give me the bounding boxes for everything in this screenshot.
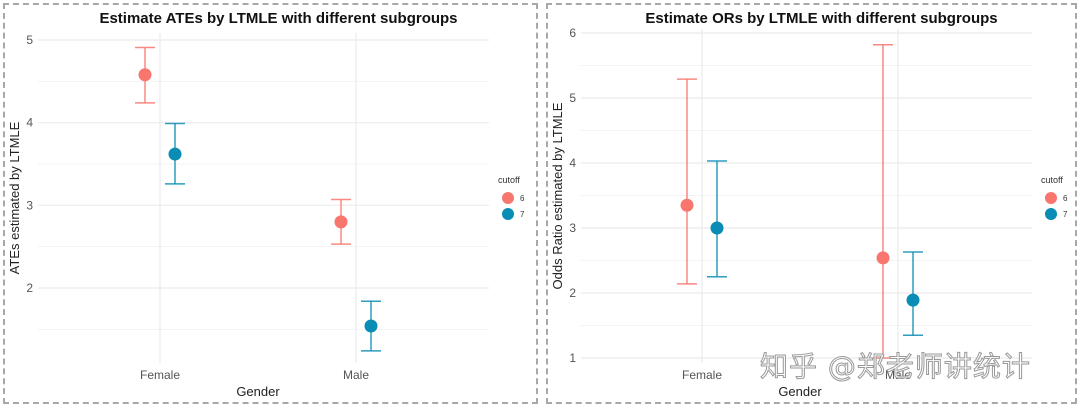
or-chart-panel: Estimate ORs by LTMLE with different sub… [546, 3, 1077, 404]
x-tick-label: Female [140, 368, 180, 382]
data-point [364, 319, 378, 333]
y-axis-label: ATEs estimated by LTMLE [7, 121, 22, 274]
y-tick-label: 1 [569, 351, 576, 365]
legend-key [1045, 208, 1057, 220]
y-tick-label: 3 [569, 221, 576, 235]
y-tick-label: 2 [26, 281, 33, 295]
watermark: 知乎 @郑老师讲统计 [760, 350, 1031, 384]
ate-chart-panel: Estimate ATEs by LTMLE with different su… [3, 3, 538, 404]
data-point [710, 221, 724, 235]
y-tick-label: 4 [26, 116, 33, 130]
or-chart: Estimate ORs by LTMLE with different sub… [550, 10, 1068, 399]
data-point [876, 251, 890, 265]
x-axis-label: Gender [236, 384, 280, 399]
x-tick-label: Male [885, 368, 911, 382]
legend-label: 6 [520, 194, 525, 203]
x-tick-label: Female [682, 368, 722, 382]
legend-label: 7 [520, 210, 525, 219]
chart-title: Estimate ORs by LTMLE with different sub… [645, 10, 997, 27]
data-point [138, 68, 152, 82]
data-point [334, 215, 348, 229]
data-point [680, 198, 694, 212]
legend-key [502, 208, 514, 220]
x-axis-label: Gender [778, 384, 822, 399]
legend-label: 7 [1063, 210, 1068, 219]
legend-key [1045, 192, 1057, 204]
chart-title: Estimate ATEs by LTMLE with different su… [99, 10, 457, 27]
y-tick-label: 5 [26, 33, 33, 47]
data-point [906, 293, 920, 307]
y-tick-label: 6 [569, 26, 576, 40]
y-tick-label: 4 [569, 156, 576, 170]
data-point [168, 147, 182, 161]
ate-chart: Estimate ATEs by LTMLE with different su… [7, 10, 525, 399]
y-tick-label: 5 [569, 91, 576, 105]
y-tick-label: 2 [569, 286, 576, 300]
legend-title: cutoff [1041, 175, 1063, 185]
y-tick-label: 3 [26, 198, 33, 212]
legend-key [502, 192, 514, 204]
legend-title: cutoff [498, 175, 520, 185]
y-axis-label: Odds Ratio estimated by LTMLE [550, 102, 565, 289]
x-tick-label: Male [343, 368, 369, 382]
legend-label: 6 [1063, 194, 1068, 203]
